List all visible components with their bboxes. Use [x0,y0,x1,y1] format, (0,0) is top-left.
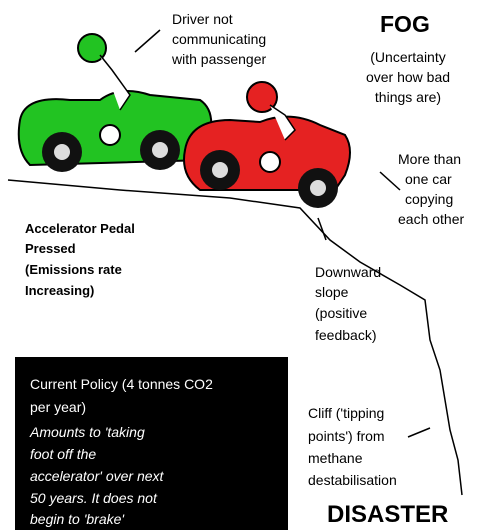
fog-title: FOG [380,11,430,37]
pointer [135,30,160,52]
label: Amounts to 'taking [29,424,145,440]
label: accelerator' over next [30,468,165,484]
label: communicating [172,31,266,47]
label: points') from [308,428,385,444]
label: one car [405,171,452,187]
label: Accelerator Pedal [25,221,135,236]
disaster-label: DISASTER [327,501,448,528]
label: (Uncertainty [370,49,445,65]
label: foot off the [30,446,96,462]
label: feedback) [315,327,376,343]
label: 50 years. It does not [30,490,158,506]
label: destabilisation [308,472,397,488]
label: slope [315,284,349,300]
label: (positive [315,305,367,321]
red-car [184,82,350,208]
pointer [380,172,400,190]
label: Increasing) [25,283,94,298]
label: Downward [315,264,381,280]
label: per year) [30,399,86,415]
label: Driver not [172,11,233,27]
pointer [408,428,430,437]
cartoon: Driver not communicating with passenger … [0,0,477,530]
label: over how bad [366,69,450,85]
label: each other [398,211,464,227]
label: with passenger [171,51,267,67]
label: copying [405,191,453,207]
label: Current Policy (4 tonnes CO2 [30,376,213,392]
label: things are) [375,89,441,105]
label: Pressed [25,241,76,256]
label: methane [308,450,363,466]
label: Cliff ('tipping [308,405,384,421]
label: More than [398,151,461,167]
label: (Emissions rate [25,262,122,277]
label: begin to 'brake' [30,511,125,527]
